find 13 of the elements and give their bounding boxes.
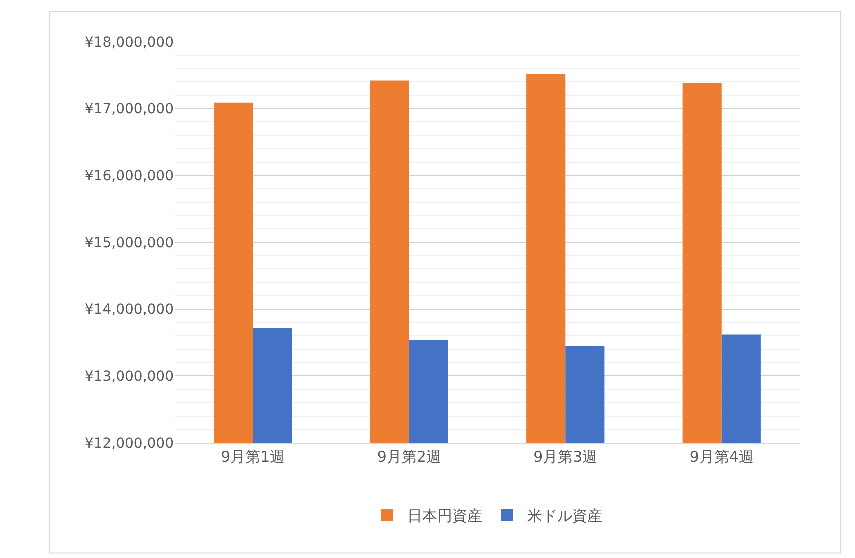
y-tick-label: ¥14,000,000 [84, 302, 174, 318]
x-tick-label: 9月第1週 [221, 448, 286, 466]
y-tick-label: ¥12,000,000 [84, 436, 174, 452]
y-tick-label: ¥18,000,000 [84, 34, 174, 51]
y-tick-label: ¥13,000,000 [84, 369, 174, 386]
legend-label: 日本円資産 [408, 507, 482, 526]
y-tick-label: ¥16,000,000 [84, 168, 174, 185]
x-tick-label: 9月第4週 [690, 448, 754, 466]
x-tick-label: 9月第3週 [534, 448, 598, 466]
legend-label: 米ドル資産 [528, 507, 602, 526]
x-tick-label: 9月第2週 [377, 448, 442, 466]
y-tick-label: ¥17,000,000 [84, 102, 174, 118]
y-tick-label: ¥15,000,000 [84, 235, 174, 252]
